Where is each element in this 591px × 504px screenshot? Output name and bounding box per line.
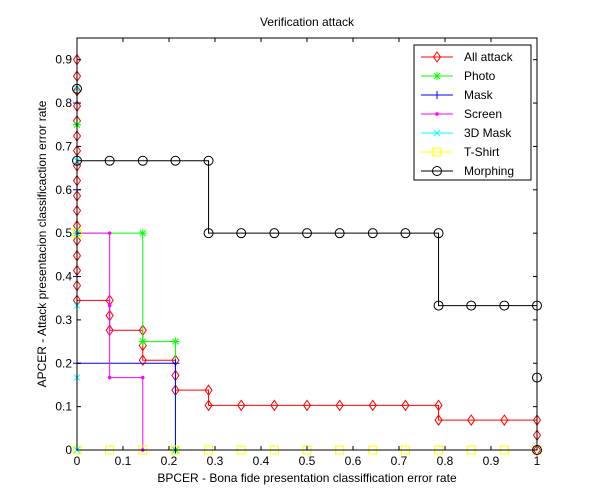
data-point-screen xyxy=(107,231,112,236)
data-point-morphing xyxy=(334,228,345,239)
data-point-morphing xyxy=(466,300,477,311)
series-line-screen xyxy=(77,232,144,450)
x-tick-label: 0.7 xyxy=(391,454,408,468)
legend: All attack Photo Mask Screen 3D Mask T-Shirt M… xyxy=(413,44,532,181)
x-tick-label: 0.8 xyxy=(437,454,454,468)
data-point-morphing xyxy=(203,155,214,166)
legend-marker-screen xyxy=(435,112,439,116)
legend-label-photo: Photo xyxy=(464,69,496,83)
data-point-morphing xyxy=(499,300,510,311)
y-tick-label: 0.5 xyxy=(55,226,72,240)
data-point-all-attack xyxy=(270,399,279,412)
x-axis-label: BPCER - Bona fide presentation classiffi… xyxy=(157,471,457,485)
legend-marker-3d-mask xyxy=(433,129,441,137)
data-point-all-attack xyxy=(368,399,377,412)
legend-marker-photo xyxy=(433,72,441,80)
legend-label-screen: Screen xyxy=(464,107,502,121)
data-point-all-attack xyxy=(204,399,213,412)
y-tick-label: 0.6 xyxy=(55,183,72,197)
data-point-morphing xyxy=(269,228,280,239)
data-point-morphing xyxy=(400,228,411,239)
legend-box xyxy=(413,44,532,181)
data-point-mask xyxy=(171,359,180,368)
data-point-morphing xyxy=(203,228,214,239)
legend-marker-all-attack xyxy=(432,51,442,63)
data-point-all-attack xyxy=(500,414,509,426)
data-point-all-attack xyxy=(237,399,246,412)
data-point-morphing xyxy=(433,228,444,239)
x-tick-label: 0.1 xyxy=(115,454,132,468)
y-tick-label: 0.4 xyxy=(55,270,72,284)
legend-marker-morphing xyxy=(432,166,442,176)
legend-label-3d-mask: 3D Mask xyxy=(464,126,512,140)
data-point-all-attack xyxy=(401,399,410,412)
data-point-photo xyxy=(138,229,147,238)
legend-item-3d-mask: 3D Mask xyxy=(421,126,512,140)
x-tick-label: 0.6 xyxy=(345,454,362,468)
tick-layer: 0 0.1 0.2 0.3 0.4 0.5 0.6 0.7 0.8 0.9 1 0 0.1 0.2 0.3 0… xyxy=(55,38,541,468)
data-point-all-attack xyxy=(138,354,147,367)
data-point-morphing xyxy=(170,155,181,166)
legend-marker-mask xyxy=(433,91,441,99)
y-tick-label: 0.3 xyxy=(55,313,72,327)
y-tick-label: 0.1 xyxy=(55,400,72,414)
data-point-all-attack xyxy=(434,399,443,412)
data-point-morphing xyxy=(137,155,148,166)
data-point-photo xyxy=(138,337,147,346)
legend-label-all-attack: All attack xyxy=(464,50,514,64)
data-point-morphing xyxy=(104,155,115,166)
data-point-photo xyxy=(171,337,180,346)
data-point-all-attack xyxy=(302,399,312,412)
legend-marker-t-shirt xyxy=(432,147,442,157)
legend-item-all-attack: All attack xyxy=(421,50,514,64)
data-point-morphing xyxy=(367,228,378,239)
legend-label-morphing: Morphing xyxy=(464,164,514,178)
x-tick-label: 0.2 xyxy=(161,454,178,468)
x-tick-label: 0 xyxy=(74,454,81,468)
data-point-morphing xyxy=(302,228,312,239)
legend-item-mask: Mask xyxy=(421,88,494,102)
legend-item-screen: Screen xyxy=(421,107,502,121)
chart-title: Verification attack xyxy=(260,15,355,29)
y-axis-label: APCER - Attack presentacion classificact… xyxy=(35,100,49,387)
legend-item-morphing: Morphing xyxy=(421,164,514,178)
y-tick-label: 0.8 xyxy=(55,96,72,110)
x-tick-label: 0.5 xyxy=(299,454,316,468)
x-tick-label: 1 xyxy=(534,454,541,468)
data-point-all-attack xyxy=(434,414,443,426)
legend-label-mask: Mask xyxy=(464,88,494,102)
y-tick-label: 0 xyxy=(65,443,72,457)
legend-label-t-shirt: T-Shirt xyxy=(464,145,500,159)
y-tick-label: 0.2 xyxy=(55,356,72,370)
x-tick-label: 0.4 xyxy=(253,454,270,468)
data-point-screen xyxy=(107,303,112,308)
data-point-screen xyxy=(140,375,145,380)
y-tick-label: 0.9 xyxy=(55,53,72,67)
data-point-morphing xyxy=(433,300,444,311)
data-point-screen xyxy=(107,375,112,380)
series-line-morphing xyxy=(76,88,538,450)
data-point-all-attack xyxy=(467,414,476,426)
x-tick-label: 0.9 xyxy=(483,454,500,468)
data-point-morphing xyxy=(236,228,247,239)
legend-item-photo: Photo xyxy=(421,69,496,83)
y-tick-label: 0.7 xyxy=(55,139,72,153)
data-point-all-attack xyxy=(335,399,344,412)
x-tick-label: 0.3 xyxy=(207,454,224,468)
data-point-all-attack xyxy=(204,384,213,397)
legend-item-t-shirt: T-Shirt xyxy=(421,145,500,159)
